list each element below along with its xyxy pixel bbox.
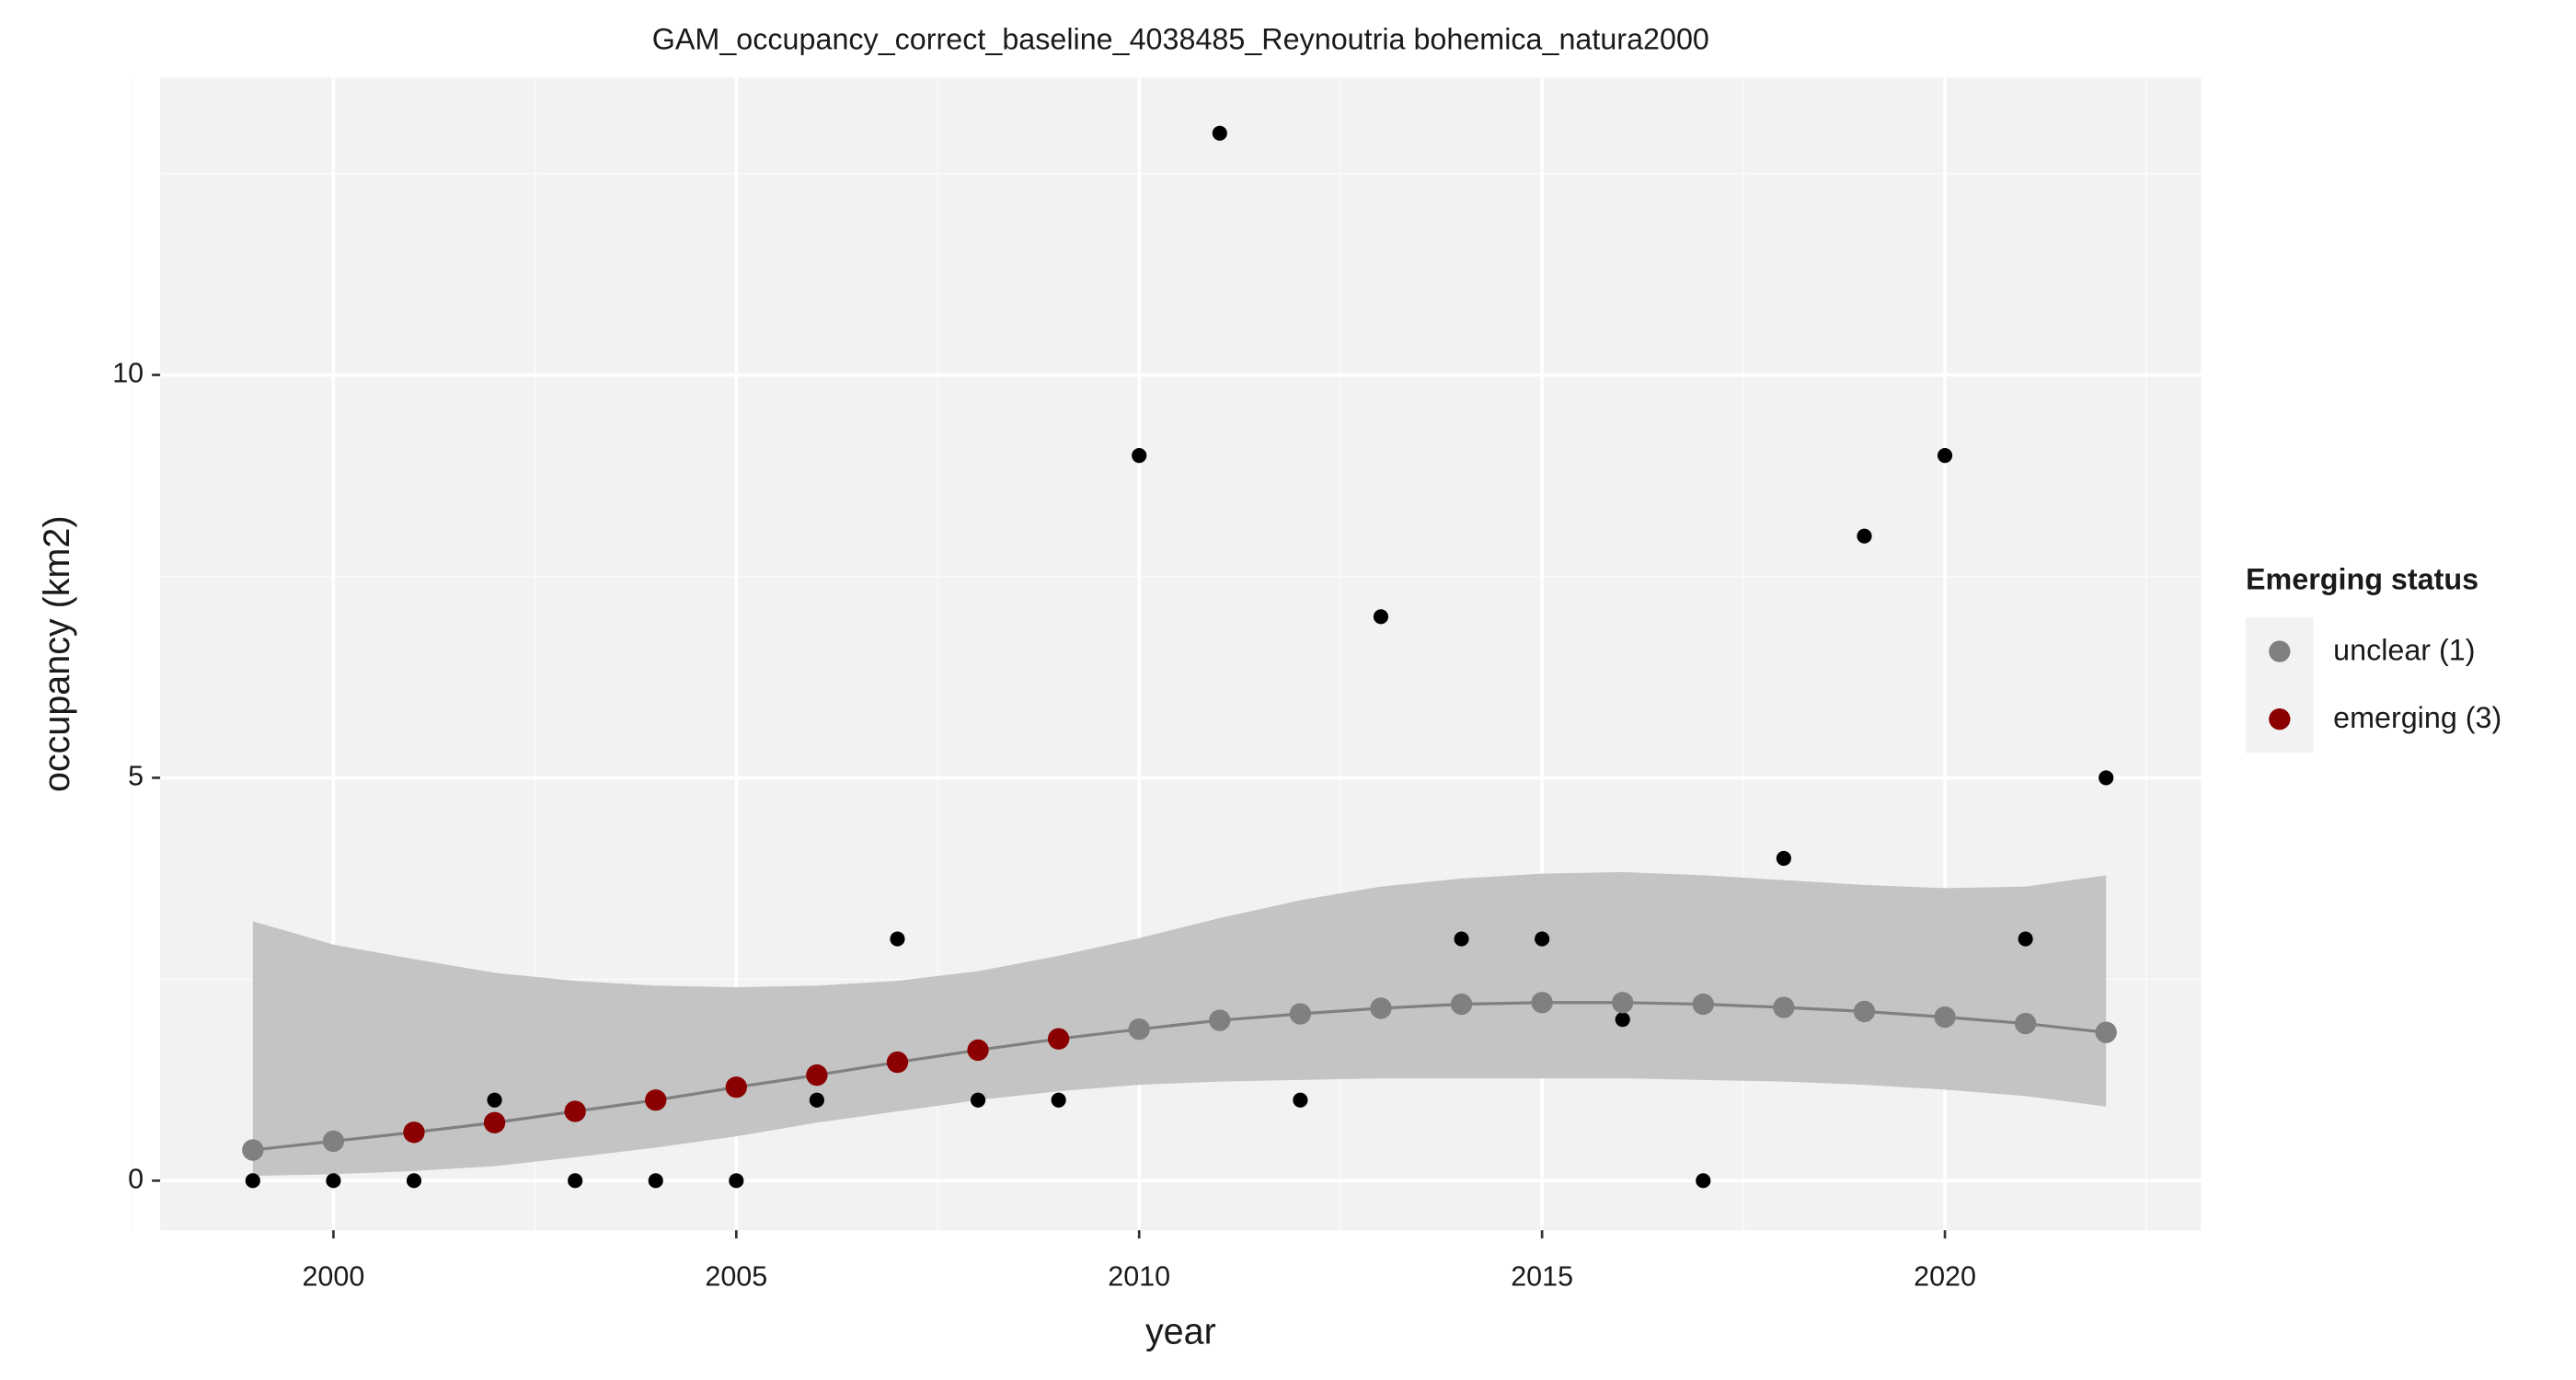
observed-point	[487, 1092, 502, 1108]
x-tick-label: 2020	[1914, 1260, 1976, 1292]
x-tick-label: 2000	[302, 1260, 364, 1292]
observed-point	[1293, 1092, 1308, 1108]
legend-title: Emerging status	[2246, 562, 2478, 595]
fitted-point	[1612, 992, 1634, 1014]
legend-label: emerging (3)	[2333, 701, 2501, 734]
y-tick-label: 5	[128, 760, 144, 791]
observed-point	[1776, 850, 1791, 867]
observed-point	[326, 1173, 341, 1189]
legend-symbol	[2269, 640, 2291, 662]
fitted-point	[645, 1089, 667, 1111]
fitted-point	[1853, 1000, 1876, 1023]
observed-point	[406, 1173, 422, 1189]
marks	[242, 125, 2117, 1189]
observed-point	[2018, 931, 2033, 947]
observed-point	[1212, 125, 1227, 141]
fitted-point	[1692, 993, 1714, 1016]
fitted-point	[242, 1139, 264, 1161]
observed-point	[1615, 1012, 1630, 1028]
fitted-point	[564, 1100, 586, 1122]
fitted-point	[1209, 1009, 1231, 1031]
observed-point	[809, 1092, 824, 1108]
fitted-point	[322, 1130, 345, 1153]
x-tick-label: 2015	[1511, 1260, 1573, 1292]
observed-point	[1373, 609, 1389, 625]
observed-point	[890, 931, 905, 947]
observed-point	[1937, 448, 1953, 464]
legend-symbol	[2269, 708, 2291, 730]
fitted-point	[725, 1076, 747, 1098]
fitted-point	[1773, 996, 1795, 1018]
y-tick-label: 10	[112, 358, 144, 389]
fitted-point	[1934, 1006, 1956, 1029]
observed-point	[970, 1092, 986, 1108]
observed-point	[1857, 528, 1872, 544]
legend: unclear (1) emerging (3)	[2246, 617, 2501, 753]
y-axis-title: occupancy (km2)	[37, 516, 77, 793]
fitted-point	[1450, 993, 1473, 1016]
fitted-point	[2095, 1021, 2117, 1043]
observed-point	[245, 1173, 260, 1189]
observed-point	[1051, 1092, 1066, 1108]
observed-point	[648, 1173, 663, 1189]
observed-point	[1132, 448, 1147, 464]
fitted-point	[967, 1039, 989, 1062]
observed-point	[568, 1173, 583, 1189]
fitted-line	[252, 1001, 2107, 1152]
observed-point	[2099, 770, 2114, 786]
observed-point	[1696, 1173, 1711, 1189]
legend-label: unclear (1)	[2333, 634, 2475, 667]
observed-point	[1535, 931, 1550, 947]
fitted-point	[1289, 1003, 1312, 1025]
fitted-point	[1128, 1018, 1150, 1041]
chart-title: GAM_occupancy_correct_baseline_4038485_R…	[652, 22, 1709, 55]
fitted-point	[2014, 1012, 2037, 1035]
fitted-point	[1370, 997, 1392, 1019]
fitted-point	[886, 1051, 909, 1074]
x-tick-label: 2010	[1108, 1260, 1170, 1292]
fitted-point	[806, 1064, 828, 1087]
fitted-point	[1047, 1028, 1070, 1050]
observed-point	[1454, 931, 1469, 947]
observed-point	[729, 1173, 744, 1189]
fitted-point	[403, 1121, 425, 1144]
x-tick-label: 2005	[705, 1260, 767, 1292]
x-axis-title: year	[1145, 1312, 1216, 1352]
y-tick-label: 0	[128, 1163, 144, 1194]
fitted-point	[483, 1111, 506, 1133]
fitted-point	[1531, 992, 1553, 1014]
